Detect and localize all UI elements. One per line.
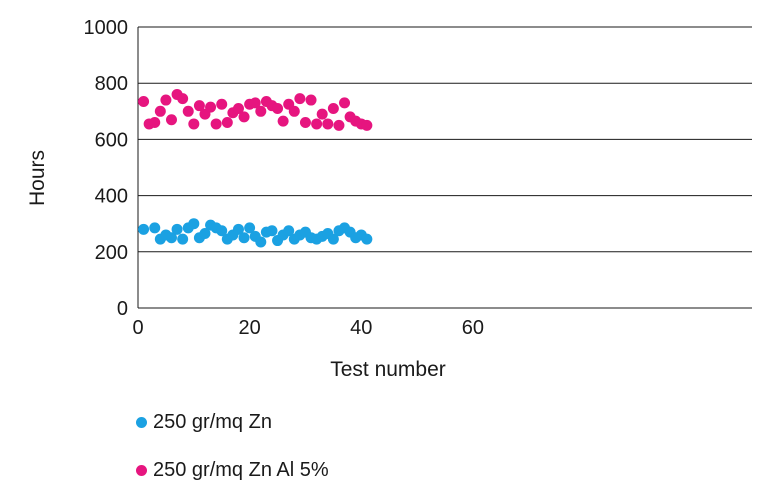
x-axis-title: Test number bbox=[330, 358, 446, 381]
legend-label-zn-al: 250 gr/mq Zn Al 5% bbox=[153, 458, 329, 481]
y-tick-label: 200 bbox=[95, 242, 128, 264]
data-point-series-1 bbox=[165, 114, 177, 126]
data-point-series-1 bbox=[311, 118, 323, 130]
x-tick-label: 0 bbox=[132, 317, 143, 339]
y-tick-label: 1000 bbox=[84, 17, 129, 39]
data-point-series-0 bbox=[266, 225, 278, 237]
legend-item-zn-al: 250 gr/mq Zn Al 5% bbox=[136, 456, 329, 484]
y-tick-label: 600 bbox=[95, 129, 128, 151]
data-point-series-0 bbox=[361, 233, 373, 245]
data-point-series-1 bbox=[138, 95, 150, 107]
data-point-series-1 bbox=[249, 97, 261, 109]
legend-marker-blue bbox=[136, 416, 147, 428]
x-tick-label: 60 bbox=[462, 317, 484, 339]
data-point-series-1 bbox=[333, 119, 345, 131]
data-point-series-1 bbox=[322, 118, 334, 130]
x-tick-label: 40 bbox=[350, 317, 372, 339]
data-point-series-1 bbox=[294, 93, 306, 105]
scatter-chart: 0 200 400 600 800 1000 0 20 40 60 Test number Ho… bbox=[26, 17, 752, 381]
data-point-series-1 bbox=[361, 119, 373, 131]
data-point-series-0 bbox=[177, 233, 189, 245]
data-point-series-1 bbox=[277, 115, 289, 127]
data-point-series-0 bbox=[327, 233, 339, 245]
data-point-series-1 bbox=[177, 93, 189, 105]
data-point-series-1 bbox=[327, 102, 339, 114]
legend-item-zn: 250 gr/mq Zn bbox=[136, 408, 329, 436]
data-point-series-0 bbox=[244, 222, 256, 234]
data-point-series-0 bbox=[255, 236, 267, 248]
data-point-series-1 bbox=[232, 102, 244, 114]
data-point-series-1 bbox=[160, 94, 172, 106]
data-point-series-1 bbox=[221, 117, 233, 129]
data-point-series-1 bbox=[238, 111, 250, 123]
data-point-series-0 bbox=[238, 232, 250, 244]
data-point-series-1 bbox=[305, 94, 317, 106]
data-point-series-1 bbox=[205, 101, 217, 113]
data-point-series-1 bbox=[272, 102, 284, 114]
legend-marker-pink bbox=[136, 464, 147, 476]
data-point-series-0 bbox=[199, 228, 211, 240]
data-point-series-1 bbox=[288, 105, 300, 117]
data-point-series-0 bbox=[188, 218, 200, 230]
y-tick-label: 400 bbox=[95, 186, 128, 208]
x-tick-label: 20 bbox=[239, 317, 261, 339]
data-point-series-1 bbox=[255, 105, 267, 117]
data-point-series-1 bbox=[316, 108, 328, 120]
data-point-series-0 bbox=[171, 223, 183, 235]
data-point-series-1 bbox=[339, 97, 351, 109]
data-point-series-1 bbox=[188, 118, 200, 130]
grid-lines bbox=[137, 26, 752, 309]
data-point-series-0 bbox=[232, 223, 244, 235]
data-point-series-0 bbox=[216, 225, 228, 237]
x-axis-ticks: 0 20 40 60 bbox=[132, 317, 484, 339]
data-point-series-0 bbox=[165, 232, 177, 244]
data-point-series-1 bbox=[299, 117, 311, 129]
data-point-series-1 bbox=[216, 98, 228, 110]
y-tick-label: 0 bbox=[117, 298, 128, 320]
legend: 250 gr/mq Zn 250 gr/mq Zn Al 5% bbox=[136, 408, 329, 504]
data-point-series-1 bbox=[193, 100, 205, 112]
data-point-series-0 bbox=[283, 225, 295, 237]
data-point-series-1 bbox=[182, 105, 194, 117]
data-point-series-1 bbox=[210, 118, 222, 130]
data-point-series-0 bbox=[138, 223, 150, 235]
y-axis-ticks: 0 200 400 600 800 1000 bbox=[84, 17, 129, 320]
data-point-series-1 bbox=[154, 105, 166, 117]
y-tick-label: 800 bbox=[95, 73, 128, 95]
data-point-series-1 bbox=[149, 117, 161, 129]
y-axis-title: Hours bbox=[26, 150, 49, 206]
legend-label-zn: 250 gr/mq Zn bbox=[153, 410, 272, 433]
data-points bbox=[138, 88, 373, 248]
data-point-series-0 bbox=[149, 222, 161, 234]
